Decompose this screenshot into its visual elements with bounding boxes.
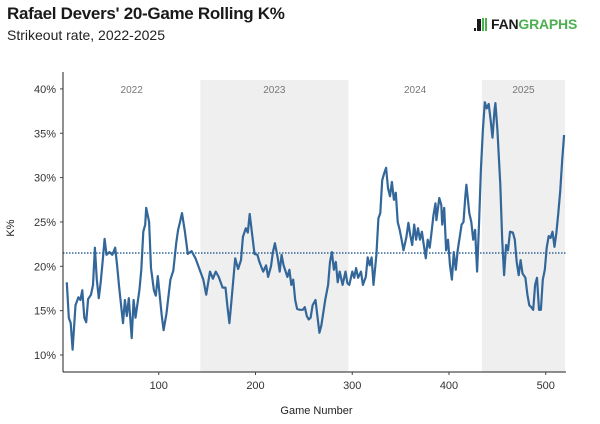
season-band-2025 [481, 80, 566, 372]
y-tick-label: 40% [34, 84, 56, 96]
x-tick-label: 400 [440, 380, 458, 392]
x-tick-label: 500 [537, 380, 555, 392]
season-label-2024: 2024 [404, 85, 427, 96]
y-tick-label: 15% [34, 306, 56, 318]
y-tick-label: 10% [34, 350, 56, 362]
season-label-2025: 2025 [512, 85, 535, 96]
fangraphs-logo-icon [474, 17, 488, 31]
y-tick-label: 30% [34, 173, 56, 185]
season-band-2023 [200, 80, 349, 372]
y-tick-label: 35% [34, 128, 56, 140]
x-axis-ticks: 100 200 300 400 500 [150, 372, 555, 392]
season-label-2022: 2022 [121, 85, 144, 96]
y-axis-ticks: 10% 15% 20% 25% 30% 35% 40% [34, 84, 63, 362]
x-tick-label: 300 [343, 380, 361, 392]
season-bands [200, 80, 566, 372]
season-labels: 2022 2023 2024 2025 [121, 85, 536, 96]
fangraphs-logo: FAN GRAPHS [474, 16, 577, 32]
series-line [65, 101, 566, 351]
logo-text-fan: FAN [491, 16, 519, 32]
y-tick-label: 25% [34, 217, 56, 229]
y-axis-title: K% [5, 219, 17, 236]
chart-title: Rafael Devers' 20-Game Rolling K% [7, 4, 285, 23]
x-tick-label: 200 [246, 380, 264, 392]
chart-subtitle: Strikeout rate, 2022-2025 [7, 27, 165, 43]
x-tick-label: 100 [150, 380, 168, 392]
x-axis-title: Game Number [280, 405, 352, 417]
season-label-2023: 2023 [263, 85, 286, 96]
y-tick-label: 20% [34, 261, 56, 273]
logo-text-graphs: GRAPHS [518, 16, 578, 32]
